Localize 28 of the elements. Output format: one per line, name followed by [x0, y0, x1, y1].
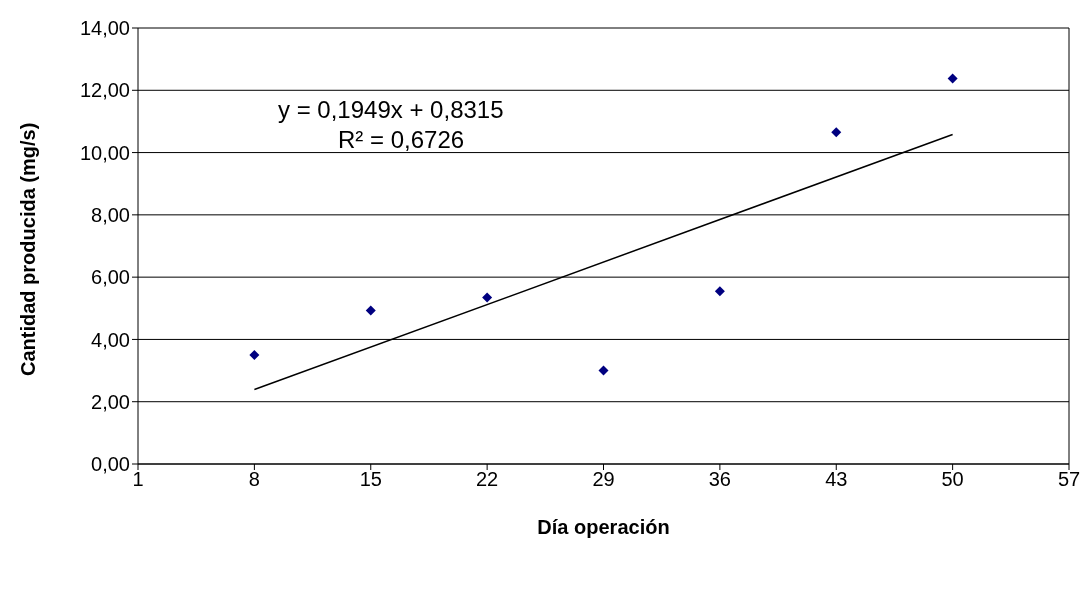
- y-tick-label: 8,00: [91, 203, 130, 226]
- annotation: R² = 0,6726: [338, 126, 465, 154]
- y-tick-label: 2,00: [91, 390, 130, 413]
- x-tick-label: 29: [592, 468, 615, 491]
- annotation: y = 0,1949x + 0,8315: [278, 96, 504, 124]
- point: [249, 350, 260, 360]
- point: [598, 365, 609, 376]
- x-tick-label: 50: [941, 468, 964, 491]
- x-tick-label: 1: [132, 468, 144, 491]
- x-axis-title: Día operación: [537, 516, 670, 538]
- x-tick-label: 22: [476, 468, 499, 491]
- x-tick-label: 43: [825, 468, 848, 491]
- y-tick-label: 12,00: [79, 79, 130, 102]
- y-tick-label: 0,00: [91, 453, 130, 476]
- x-tick-label: 57: [1057, 468, 1081, 491]
- x-tick-label: 36: [708, 468, 731, 491]
- point: [831, 127, 842, 138]
- y-tick-label: 14,00: [79, 17, 130, 40]
- point: [365, 305, 376, 316]
- point: [714, 286, 725, 297]
- y-tick-label: 10,00: [79, 141, 130, 164]
- y-axis-title: Cantidad producida (mg/s): [17, 122, 40, 376]
- point: [482, 292, 493, 303]
- y-tick-label: 6,00: [91, 266, 130, 289]
- x-tick-label: 8: [248, 468, 260, 491]
- x-tick-label: 15: [359, 468, 382, 491]
- point: [947, 73, 958, 84]
- y-tick-label: 4,00: [91, 328, 130, 351]
